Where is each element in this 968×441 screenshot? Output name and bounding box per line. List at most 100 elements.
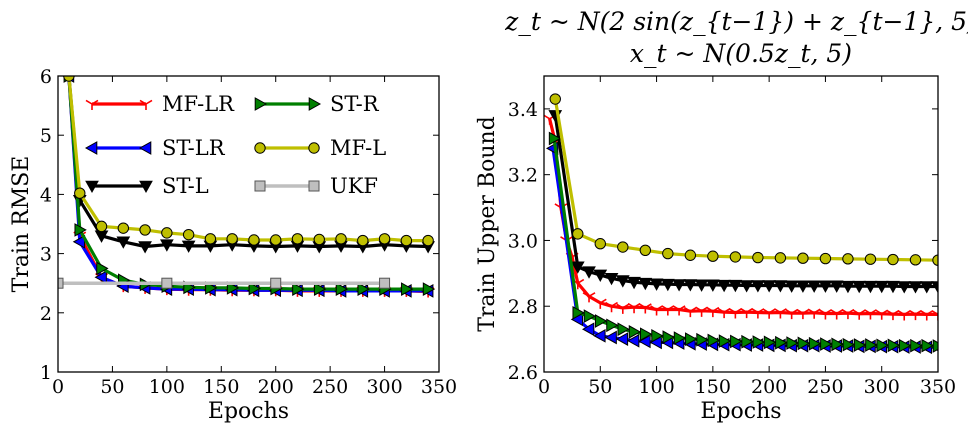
y-tick-label: 4 (40, 184, 52, 206)
data-point-st-r (921, 338, 934, 353)
x-tick-label: 200 (751, 376, 787, 398)
data-point-mf-l (335, 233, 347, 245)
data-point-st-l (841, 280, 855, 294)
legend-marker (308, 142, 320, 154)
legend-label: MF-LR (162, 92, 235, 116)
data-point-st-l (683, 279, 698, 292)
data-point-mf-lr (864, 309, 877, 320)
data-point-st-r (718, 334, 732, 348)
data-point-st-r (808, 336, 822, 351)
y-tick-label: 6 (40, 66, 52, 88)
data-point-ukf (270, 277, 282, 289)
data-point-st-lr (615, 332, 629, 346)
y-tick-label: 3.4 (508, 99, 538, 121)
data-point-st-r (313, 282, 327, 296)
data-point-st-l (116, 236, 131, 249)
data-point-mf-lr (875, 309, 889, 320)
data-point-st-l (706, 279, 720, 292)
data-point-mf-l (572, 228, 584, 240)
legend-item-mf-lr: MF-LR (85, 92, 235, 116)
legend-marker (308, 180, 320, 192)
data-point-st-l (593, 269, 608, 283)
legend-label: MF-L (330, 136, 386, 160)
y-tick-label: 3.0 (508, 230, 538, 252)
data-point-st-l (796, 280, 810, 293)
data-point-mf-l (422, 234, 434, 247)
x-tick-label: 250 (807, 376, 843, 398)
x-tick-label: 50 (588, 376, 612, 398)
data-point-st-l (638, 277, 653, 291)
legend-item-st-r: ST-R (254, 92, 380, 116)
legend-marker (139, 99, 153, 110)
y-tick-label: 3 (40, 244, 52, 266)
data-point-mf-l (378, 233, 391, 245)
x-tick-label: 100 (149, 376, 185, 398)
series-line-st-l (553, 115, 938, 289)
data-point-st-l (570, 261, 585, 274)
data-point-ukf (58, 277, 64, 289)
data-point-st-r (572, 305, 585, 320)
x-tick-label: 300 (366, 376, 402, 398)
legend-marker (254, 180, 266, 192)
data-point-st-r (548, 131, 562, 146)
data-point-st-lr (581, 322, 595, 337)
data-point-mf-lr (627, 302, 641, 314)
data-point-st-l (660, 278, 675, 292)
y-axis-label: Train Upper Bound (475, 116, 500, 332)
series-line-st-lr (551, 148, 938, 349)
plot-area (58, 76, 436, 298)
data-point-mf-lr (807, 308, 821, 319)
data-point-mf-l (549, 93, 561, 105)
series-mf-l (549, 93, 938, 266)
axes-frame (543, 75, 939, 373)
data-point-mf-l (270, 234, 282, 246)
series-line-mf-l (553, 98, 938, 262)
data-point-mf-lr (728, 308, 742, 319)
data-point-st-r (820, 337, 833, 351)
data-point-mf-l (161, 227, 173, 239)
data-point-mf-l (313, 233, 325, 246)
upper-bound-chart: 0 50 100 150 200 250 300 350 2.6 2.8 3.0 3.2 3.4 Epoc… (475, 7, 968, 424)
data-point-mf-l (752, 251, 764, 264)
data-point-st-l (728, 279, 743, 293)
data-point-st-r (651, 328, 664, 343)
data-point-st-r (910, 338, 923, 353)
data-point-mf-l (842, 253, 854, 265)
data-point-st-l (762, 280, 776, 293)
data-point-ukf (161, 277, 173, 289)
legend-item-st-lr: ST-LR (84, 136, 226, 160)
data-point-st-l (886, 280, 900, 294)
legend-marker (85, 180, 99, 194)
x-axis-label: Epochs (208, 399, 289, 424)
y-tick-label: 2.8 (508, 296, 538, 318)
data-point-st-r (730, 334, 743, 349)
legend: MF-LR ST-LR ST-L ST-R MF-L UKF (84, 92, 386, 198)
data-point-mf-lr (762, 308, 776, 319)
data-point-mf-l (400, 234, 413, 247)
data-point-mf-lr (796, 308, 810, 320)
x-tick-label: 200 (258, 376, 294, 398)
rmse-chart: 0 50 100 150 200 250 300 350 1 2 3 4 5 6 Epochs Train R… (9, 66, 457, 424)
data-point-st-l (931, 281, 938, 294)
series-mf-lr (544, 114, 938, 321)
data-point-st-r (422, 282, 436, 296)
data-point-mf-lr (683, 306, 697, 318)
data-point-st-r (640, 327, 653, 342)
data-point-st-r (853, 338, 867, 352)
data-point-mf-lr (593, 298, 607, 309)
data-point-mf-l (729, 251, 742, 263)
data-point-st-r (797, 336, 810, 351)
data-point-st-l (649, 278, 664, 291)
data-point-st-r (763, 335, 777, 350)
y-tick-label: 5 (40, 125, 52, 147)
data-point-st-r (887, 338, 901, 353)
x-tick-label: 100 (638, 376, 674, 398)
data-point-st-r (786, 336, 799, 350)
data-point-mf-l (819, 252, 832, 265)
x-axis-label: Epochs (700, 399, 781, 424)
legend-marker (254, 97, 268, 111)
data-point-mf-l (182, 228, 195, 241)
data-point-st-l (739, 280, 754, 293)
data-point-mf-lr (616, 303, 630, 314)
